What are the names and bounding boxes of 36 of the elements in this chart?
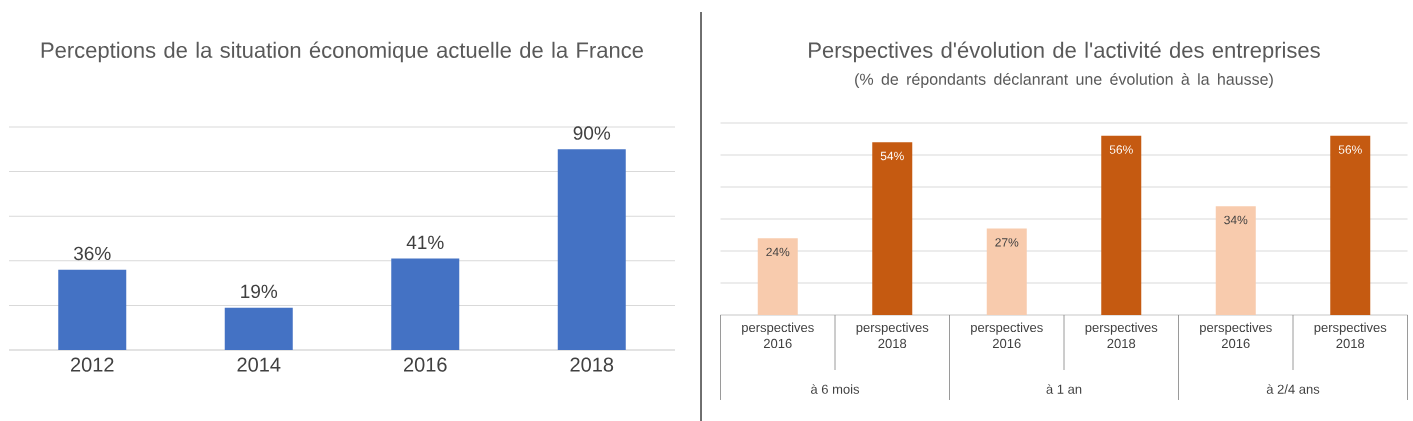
bar (872, 142, 913, 315)
data-label: 27% (995, 238, 1019, 247)
x-tick-label: perspectives 2018 (1085, 322, 1158, 349)
data-label: 36% (73, 246, 111, 261)
x-tick-label: perspectives 2016 (971, 322, 1043, 349)
data-label: 90% (573, 126, 611, 140)
x-tick-label: perspectives 2016 (1200, 322, 1272, 349)
data-label: 34% (1224, 215, 1248, 225)
bar (986, 228, 1027, 315)
bar (557, 149, 626, 350)
text: à 1 an (1046, 384, 1082, 394)
data-label: 54% (880, 151, 904, 161)
chart-subtitle: (% de répondants déclanrant une évolution à la hausse) (855, 72, 1273, 89)
x-tick-label: 2012 (71, 357, 114, 372)
bar (1101, 135, 1142, 315)
text: à 2/4 ans (1266, 384, 1320, 394)
x-tick-label: perspectives 2018 (1314, 322, 1387, 349)
data-label: 56% (1338, 145, 1362, 154)
bar (391, 258, 460, 350)
text: à 6 mois (810, 384, 860, 394)
data-label: 24% (766, 247, 790, 257)
bar (58, 269, 127, 350)
x-tick-label: perspectives 2016 (742, 322, 814, 349)
chart-title: Perspectives d'évolution de l'activité des entreprises (809, 41, 1320, 63)
x-tick-label: 2018 (570, 357, 614, 372)
x-tick-label: 2014 (237, 357, 281, 372)
x-tick-label: 2016 (404, 357, 447, 372)
data-label: 56% (1109, 145, 1133, 154)
x-tick-label: perspectives 2018 (856, 322, 929, 349)
bar (1215, 206, 1256, 315)
bar (1330, 135, 1371, 315)
bar (224, 307, 293, 350)
data-label: 19% (241, 284, 278, 299)
data-label: 41% (406, 235, 444, 250)
chart-title: Perceptions de la situation économique actuelle de la France (41, 41, 643, 63)
bar (757, 238, 798, 315)
